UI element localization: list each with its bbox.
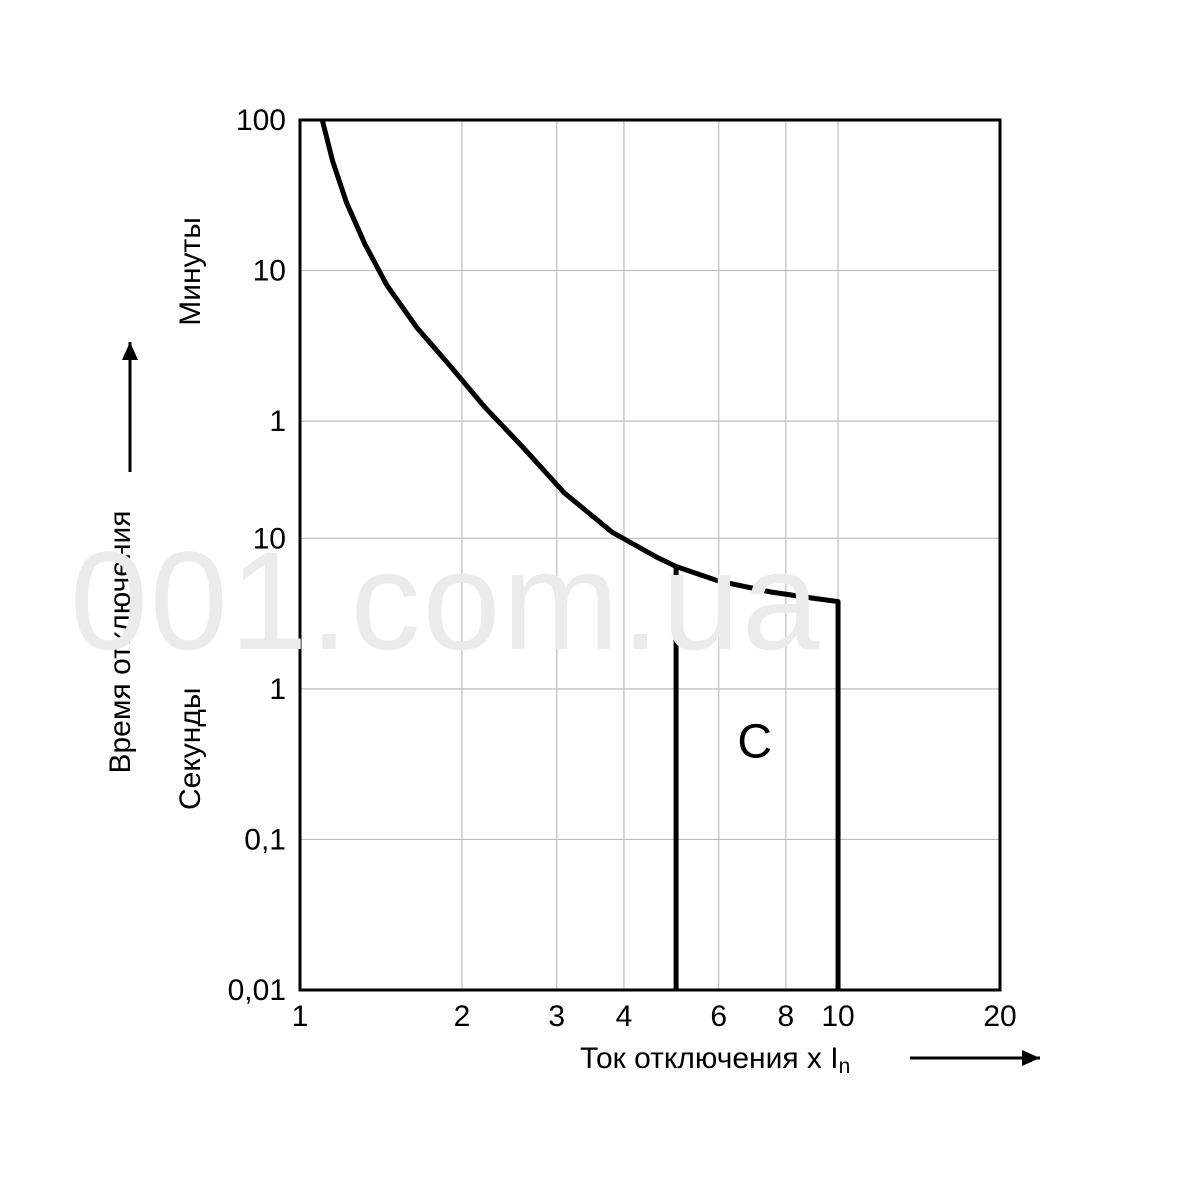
svg-text:1: 1	[292, 1000, 309, 1033]
curve-class-label: C	[737, 716, 772, 769]
svg-text:6: 6	[710, 1000, 727, 1033]
svg-text:10: 10	[253, 255, 286, 288]
svg-text:1: 1	[269, 673, 286, 706]
svg-text:2: 2	[454, 1000, 471, 1033]
svg-text:4: 4	[616, 1000, 633, 1033]
svg-text:10: 10	[821, 1000, 854, 1033]
y-axis-main-label: Время отключения	[104, 510, 137, 773]
chart-stage: 001.com.ua 12346810200,010,1110110100Ток…	[0, 0, 1200, 1200]
svg-text:0,01: 0,01	[228, 974, 286, 1007]
svg-text:8: 8	[778, 1000, 795, 1033]
y-unit-minutes: Минуты	[174, 217, 207, 326]
svg-text:10: 10	[253, 522, 286, 555]
y-unit-seconds: Секунды	[174, 688, 207, 810]
thermal-curve	[322, 120, 838, 602]
trip-curve-chart: 1 2 3 4 6 8 10 20 0,01 0,1 1 10 1 10 100 Ток отключения…	[0, 0, 1200, 1200]
x-axis-arrow-head	[1022, 1050, 1040, 1066]
svg-text:3: 3	[548, 1000, 565, 1033]
x-tick-labels: 1 2 3 4 6 8 10 20	[292, 1000, 1017, 1033]
y-tick-labels: 0,01 0,1 1 10 1 10 100	[228, 104, 286, 1007]
svg-text:1: 1	[269, 405, 286, 438]
y-axis-arrow-head	[122, 342, 138, 360]
svg-text:0,1: 0,1	[244, 823, 286, 856]
svg-text:20: 20	[983, 1000, 1016, 1033]
x-axis-label: Ток отключения x In	[580, 1042, 1040, 1078]
svg-text:Ток отключения x In: Ток отключения x In	[580, 1042, 850, 1078]
svg-text:100: 100	[236, 104, 286, 137]
y-axis-labels: Секунды Минуты Время отключения	[104, 217, 207, 810]
magnetic-band	[676, 566, 838, 990]
